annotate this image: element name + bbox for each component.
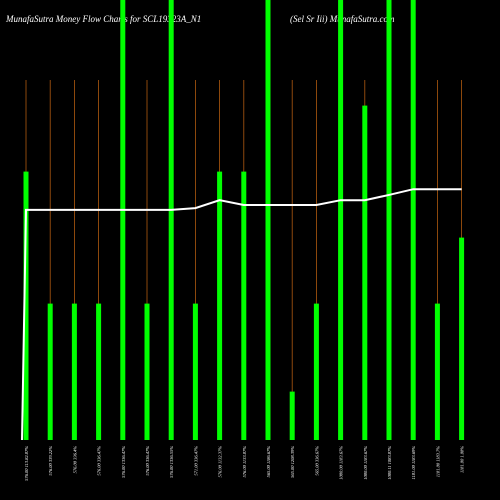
- bar: [23, 171, 29, 440]
- x-tick-label: 1080.00 1183.67%: [363, 446, 368, 480]
- bar: [459, 237, 465, 440]
- x-tick-label: 576.00 336.47%: [145, 446, 150, 476]
- x-tick-label: 1181.00 1183.7%: [435, 446, 440, 477]
- x-tick-label: 576.00 1336.55%: [169, 446, 174, 478]
- x-tick-label: 576.00 336.4%: [72, 446, 77, 474]
- x-tick-label: 576.00 336.47%: [97, 446, 102, 476]
- x-tick-label: 565.00 336.67%: [314, 446, 319, 476]
- flow-line: [21, 188, 462, 441]
- bar: [289, 391, 295, 440]
- x-tick-label: 576.00 113.82.87%: [24, 446, 29, 481]
- bar: [144, 303, 150, 440]
- x-tick-label: 1181.00 1.08%: [460, 446, 465, 473]
- x-tick-label: 576.00 1336.47%: [121, 446, 126, 478]
- bar: [47, 303, 53, 440]
- bar: [71, 303, 77, 440]
- bar: [192, 303, 198, 440]
- bar: [313, 303, 319, 440]
- bar: [96, 303, 102, 440]
- chart-title: MunafaSutra Money Flow Charts for SCL193…: [5, 14, 201, 24]
- x-tick-label: 576.00 339.22%: [48, 446, 53, 476]
- bar: [434, 303, 440, 440]
- x-tick-label: 1181.00 1183.69%: [411, 446, 416, 480]
- bar: [410, 0, 416, 440]
- x-tick-label: 565.00 1208.39%: [290, 446, 295, 478]
- bar: [265, 0, 271, 440]
- bar: [120, 0, 126, 440]
- x-tick-label: 571.00 336.47%: [193, 446, 198, 476]
- x-tick-label: 576.00 1132.37%: [218, 446, 223, 478]
- bar: [386, 0, 392, 440]
- bar: [362, 105, 368, 440]
- x-tick-label: 1080.11 1083.87%: [387, 446, 392, 480]
- x-tick-label: 565.00 1186.67%: [266, 446, 271, 478]
- bar: [217, 171, 223, 440]
- bar: [338, 0, 344, 440]
- bar: [168, 0, 174, 440]
- x-tick-label: 1080.00 1183.67%: [339, 446, 344, 480]
- bar: [241, 171, 247, 440]
- x-tick-label: 576.00 1133.87%: [242, 446, 247, 478]
